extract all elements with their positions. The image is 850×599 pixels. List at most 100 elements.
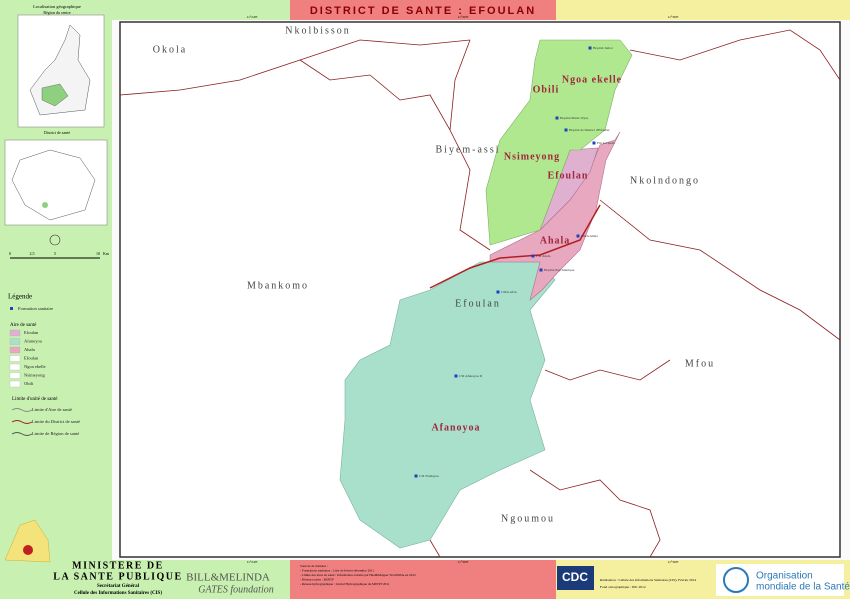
area-label: Ahala bbox=[540, 235, 571, 246]
north-arrow bbox=[49, 234, 61, 246]
scale-label: 0 bbox=[9, 251, 11, 256]
inset-region bbox=[41, 83, 69, 107]
scale-unit: Km bbox=[103, 251, 110, 256]
source-line: - Réseau routier : MINTP bbox=[300, 577, 334, 581]
neighbor-label: Nkolbisson bbox=[285, 25, 351, 36]
facility-marker bbox=[531, 254, 535, 258]
scale-label: 5 bbox=[54, 251, 56, 256]
legend-swatch bbox=[9, 346, 21, 354]
neighbor-label: Nkolndongo bbox=[630, 175, 700, 186]
coordinate-label: 11°30'E bbox=[457, 560, 468, 564]
area-label: Afanoyoa bbox=[431, 422, 480, 433]
facility-label: Hopital Psychiatrique bbox=[544, 268, 575, 272]
logo-dot bbox=[23, 545, 33, 555]
legend-areas-title: Aire de santé bbox=[10, 323, 37, 328]
legend-swatch bbox=[9, 355, 21, 362]
facility-label: CSI Nomayos bbox=[419, 474, 439, 478]
legend-title: Légende bbox=[8, 293, 32, 301]
facility-marker bbox=[496, 290, 500, 294]
facility-marker bbox=[555, 116, 559, 120]
publisher-2: Fond cartographique : INC 2012 bbox=[600, 585, 646, 589]
who-emblem bbox=[723, 567, 749, 593]
legend-line bbox=[11, 420, 33, 424]
legend-swatch bbox=[9, 372, 21, 379]
facility-label: Fm Ad Ipem bbox=[597, 141, 615, 145]
facility-marker bbox=[564, 128, 568, 132]
cdc: CDC bbox=[562, 570, 588, 584]
boundary bbox=[529, 469, 661, 558]
cdc-logo bbox=[557, 566, 594, 590]
area-label: Obili bbox=[533, 84, 560, 95]
legend-area: Afanoyoa bbox=[24, 339, 42, 344]
boundary bbox=[299, 59, 451, 131]
legend-swatch bbox=[9, 329, 21, 337]
boundaries bbox=[119, 29, 841, 558]
legend-swatch bbox=[9, 363, 21, 371]
inset2-districts bbox=[11, 149, 96, 221]
area-label: Ngoa ekelle bbox=[562, 74, 622, 85]
legend-facility: Formation sanitaire bbox=[18, 306, 53, 311]
legend-limit: Limite de Région de santé bbox=[32, 431, 79, 436]
gates-2: GATES foundation bbox=[198, 584, 273, 595]
sg: Secrétariat Général bbox=[97, 584, 140, 589]
neighbor-label: Biyem-assi bbox=[436, 144, 501, 155]
legend-swatch bbox=[9, 338, 21, 345]
legend-limit: Limite d'Aire de santé bbox=[32, 407, 72, 412]
coordinate-label: 11°36'E bbox=[667, 15, 678, 19]
foot-pink bbox=[290, 560, 556, 599]
gates-1: BILL&MELINDA bbox=[186, 572, 270, 584]
facility-label: Hopital Marie Wyss bbox=[560, 116, 589, 120]
legend-swatch bbox=[9, 380, 21, 388]
coordinate-label: 11°30'E bbox=[457, 15, 468, 19]
neighbor-label: Okola bbox=[153, 44, 187, 55]
legend-area: Ngoa ekelle bbox=[24, 364, 46, 369]
boundary bbox=[599, 199, 841, 341]
facility-label: CSI Afanoyoa II bbox=[459, 374, 483, 378]
source-line: Sources de données : bbox=[300, 564, 328, 568]
area-afanoyoa bbox=[339, 261, 556, 549]
area-north bbox=[485, 39, 633, 246]
inset2-district bbox=[42, 202, 48, 208]
scale-label: 2,5 bbox=[30, 251, 35, 257]
legend-area: Ahala bbox=[24, 347, 35, 352]
facility-marker bbox=[414, 474, 418, 478]
area-label: Nsimeyong bbox=[504, 151, 560, 162]
legend-area: Efoulan bbox=[24, 356, 39, 361]
facility-marker bbox=[539, 268, 543, 272]
logo-shape bbox=[4, 519, 51, 563]
neighbor-label: Efoulan bbox=[455, 298, 501, 309]
legend-limit: Limite du District de santé bbox=[32, 419, 80, 424]
neighbor-label: Ngoumou bbox=[501, 513, 555, 524]
source-line: - Réseau hydrographique : Global Hydrogr… bbox=[300, 582, 390, 586]
legend-line bbox=[11, 432, 33, 436]
neighbor-label: Mbankomo bbox=[247, 280, 309, 291]
facility-marker bbox=[454, 374, 458, 378]
legend-limits-title: Limite d'unité de santé bbox=[12, 397, 58, 402]
ministry-1: MINISTERE DE bbox=[72, 560, 164, 571]
facility-marker bbox=[592, 141, 596, 145]
area-label: Efoulan bbox=[548, 170, 589, 181]
boundary bbox=[429, 539, 441, 558]
who-2: mondiale de la Santé bbox=[756, 582, 850, 593]
source-line: - Formations sanitaires : Liste de févri… bbox=[300, 568, 374, 572]
facility-label: Hopital de District d'Efoulan bbox=[569, 128, 610, 132]
title: DISTRICT DE SANTE : EFOULAN bbox=[310, 5, 536, 17]
legend-line bbox=[11, 408, 33, 412]
boundary bbox=[629, 29, 841, 81]
inset-district-label: District de santé bbox=[44, 130, 70, 135]
inset-title: Localisation géographique bbox=[33, 4, 81, 9]
foot-green bbox=[0, 560, 290, 599]
facility-marker bbox=[588, 46, 592, 50]
coordinate-label: 11°24'E bbox=[246, 560, 257, 564]
cis: Cellule des Informations Sanitaires (CIS… bbox=[74, 591, 162, 596]
facility-label: Hopital Jamot bbox=[593, 46, 613, 50]
band-pink bbox=[290, 0, 556, 20]
facility-marker bbox=[576, 234, 580, 238]
facility-label: CSI Ahala bbox=[536, 254, 551, 258]
district-limit bbox=[429, 204, 601, 289]
boundary bbox=[449, 39, 491, 251]
ministry-2: LA SANTE PUBLIQUE bbox=[53, 571, 182, 582]
source-line: - Limite des aires de santé : Informatio… bbox=[300, 573, 416, 577]
legend-area: Obili bbox=[24, 381, 34, 386]
